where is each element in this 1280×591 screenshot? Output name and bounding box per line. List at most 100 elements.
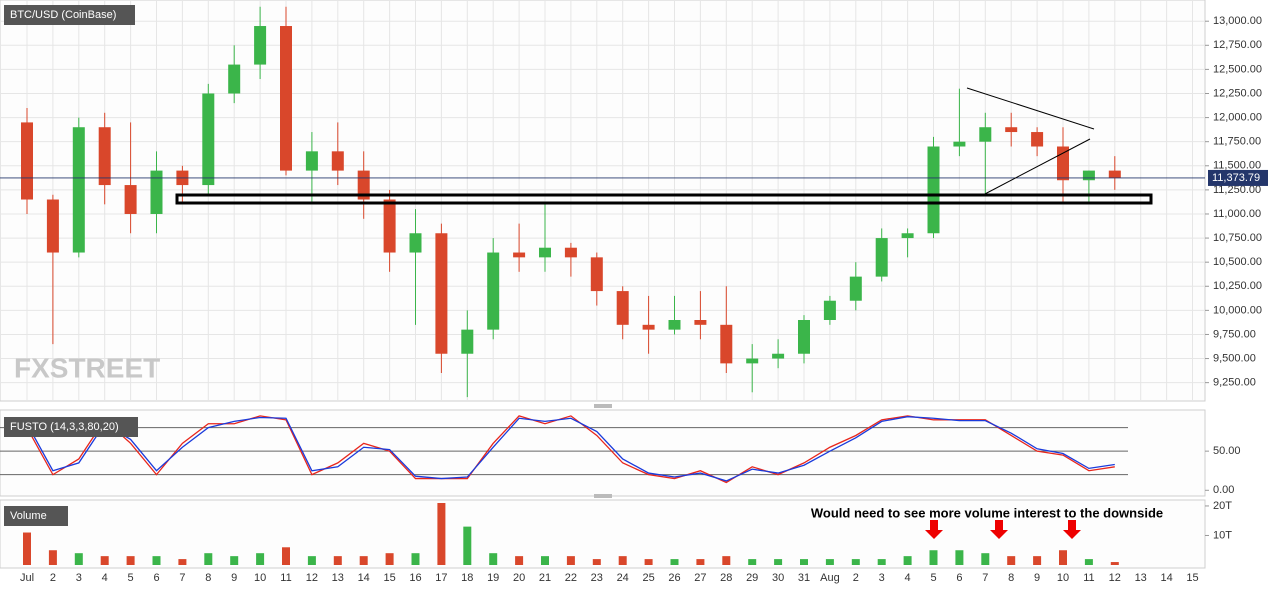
- x-tick-label: 8: [1008, 572, 1014, 584]
- candle-body: [668, 320, 681, 330]
- candle-body: [927, 146, 940, 234]
- candle-body: [383, 199, 396, 253]
- arrow: [990, 520, 1008, 539]
- oscillator-line: [26, 415, 1115, 484]
- candle-body: [564, 247, 577, 258]
- volume-bar: [74, 553, 83, 565]
- volume-bar: [592, 559, 601, 565]
- candle-body: [1082, 170, 1095, 181]
- y-tick-label: 12,250.00: [1213, 87, 1262, 99]
- volume-bar: [100, 556, 109, 565]
- y-tick-label: 12,000.00: [1213, 111, 1262, 123]
- trendline: [966, 87, 1095, 130]
- candle-body: [487, 252, 500, 330]
- y-tick-label: 9,750.00: [1213, 328, 1256, 340]
- candle-body: [823, 300, 836, 320]
- candle-body: [98, 127, 111, 186]
- x-tick-label: 21: [539, 572, 551, 584]
- volume-bar: [774, 559, 783, 565]
- y-tick-label: 10,500.00: [1213, 256, 1262, 268]
- panel-handle[interactable]: [594, 494, 612, 498]
- candle-body: [305, 151, 318, 171]
- candle-body: [228, 64, 241, 94]
- candle-body: [953, 141, 966, 147]
- trendline: [982, 138, 1091, 196]
- volume-bar: [618, 556, 627, 565]
- x-tick-label: 28: [720, 572, 732, 584]
- candle-body: [46, 199, 59, 253]
- x-tick-label: 6: [153, 572, 159, 584]
- candle-body: [590, 257, 603, 292]
- y-tick-label: 11,000.00: [1213, 208, 1261, 220]
- candle-body: [513, 252, 526, 258]
- candle-body: [798, 320, 810, 354]
- volume-bar: [437, 503, 446, 565]
- panel-handle[interactable]: [594, 404, 612, 408]
- candle-body: [72, 127, 85, 253]
- candle-body: [720, 324, 733, 364]
- volume-bar: [23, 532, 31, 565]
- arrow: [925, 520, 943, 539]
- volume-bar: [722, 556, 731, 565]
- x-tick-label: 5: [128, 572, 134, 584]
- x-tick-label: 20: [513, 572, 525, 584]
- x-tick-label: 7: [179, 572, 185, 584]
- candle-body: [150, 170, 163, 214]
- x-tick-label: 27: [694, 572, 706, 584]
- y-tick-label: 10,750.00: [1213, 232, 1262, 244]
- candle-body: [849, 276, 862, 301]
- volume-bar: [1059, 550, 1067, 565]
- candle-body: [202, 93, 215, 186]
- y-tick-label: 50.00: [1213, 445, 1241, 457]
- x-tick-label: Aug: [820, 572, 840, 584]
- x-tick-label: 12: [306, 572, 318, 584]
- last-price-box: [1208, 169, 1268, 186]
- volume-bar: [256, 553, 265, 565]
- volume-bar: [489, 553, 498, 565]
- volume-bar: [1084, 559, 1093, 565]
- y-tick-label: 11,500.00: [1213, 160, 1261, 172]
- volume-bar: [1033, 556, 1042, 565]
- candle-body: [435, 233, 448, 354]
- x-tick-label: 11: [1083, 572, 1094, 584]
- x-tick-label: 17: [435, 572, 447, 584]
- volume-bar: [126, 556, 135, 565]
- candle-body: [461, 329, 474, 354]
- y-tick-label: 0.00: [1213, 484, 1234, 496]
- volume-bar: [307, 556, 316, 565]
- volume-bar: [903, 556, 912, 565]
- volume-bar: [230, 556, 239, 565]
- x-tick-label: 10: [254, 572, 266, 584]
- y-tick-label: 12,750.00: [1213, 39, 1262, 51]
- oscillator-panel: [0, 409, 1206, 497]
- x-tick-label: 10: [1057, 572, 1069, 584]
- y-tick-label: 11,750.00: [1213, 136, 1261, 148]
- volume-bar: [411, 553, 420, 565]
- y-tick-label: 10T: [1213, 529, 1232, 541]
- candle-body: [409, 233, 422, 253]
- candle-body: [901, 233, 914, 239]
- title-box: [4, 5, 135, 25]
- volume-bar: [851, 559, 860, 565]
- candle-body: [1031, 132, 1044, 147]
- y-tick-label: 10,250.00: [1213, 280, 1262, 292]
- volume-bar: [152, 556, 161, 565]
- volume-bar: [748, 559, 757, 565]
- candle-body: [875, 238, 888, 277]
- volume-bar: [385, 553, 394, 565]
- volume-bar: [178, 559, 187, 565]
- x-tick-label: 13: [1135, 572, 1147, 584]
- watermark: FXSTREET: [14, 352, 160, 383]
- volume-bar: [48, 550, 57, 565]
- oscillator-title: FUSTO (14,3,3,80,20): [10, 421, 119, 433]
- x-tick-label: 14: [358, 572, 370, 584]
- x-tick-label: 4: [905, 572, 911, 584]
- volume-bar: [204, 553, 213, 565]
- volume-bar: [670, 559, 679, 565]
- arrow: [1063, 520, 1081, 539]
- candle-body: [642, 324, 655, 330]
- x-tick-label: 3: [879, 572, 885, 584]
- candle-body: [979, 127, 992, 142]
- volume-bar: [333, 556, 342, 565]
- volume-bar: [955, 550, 964, 565]
